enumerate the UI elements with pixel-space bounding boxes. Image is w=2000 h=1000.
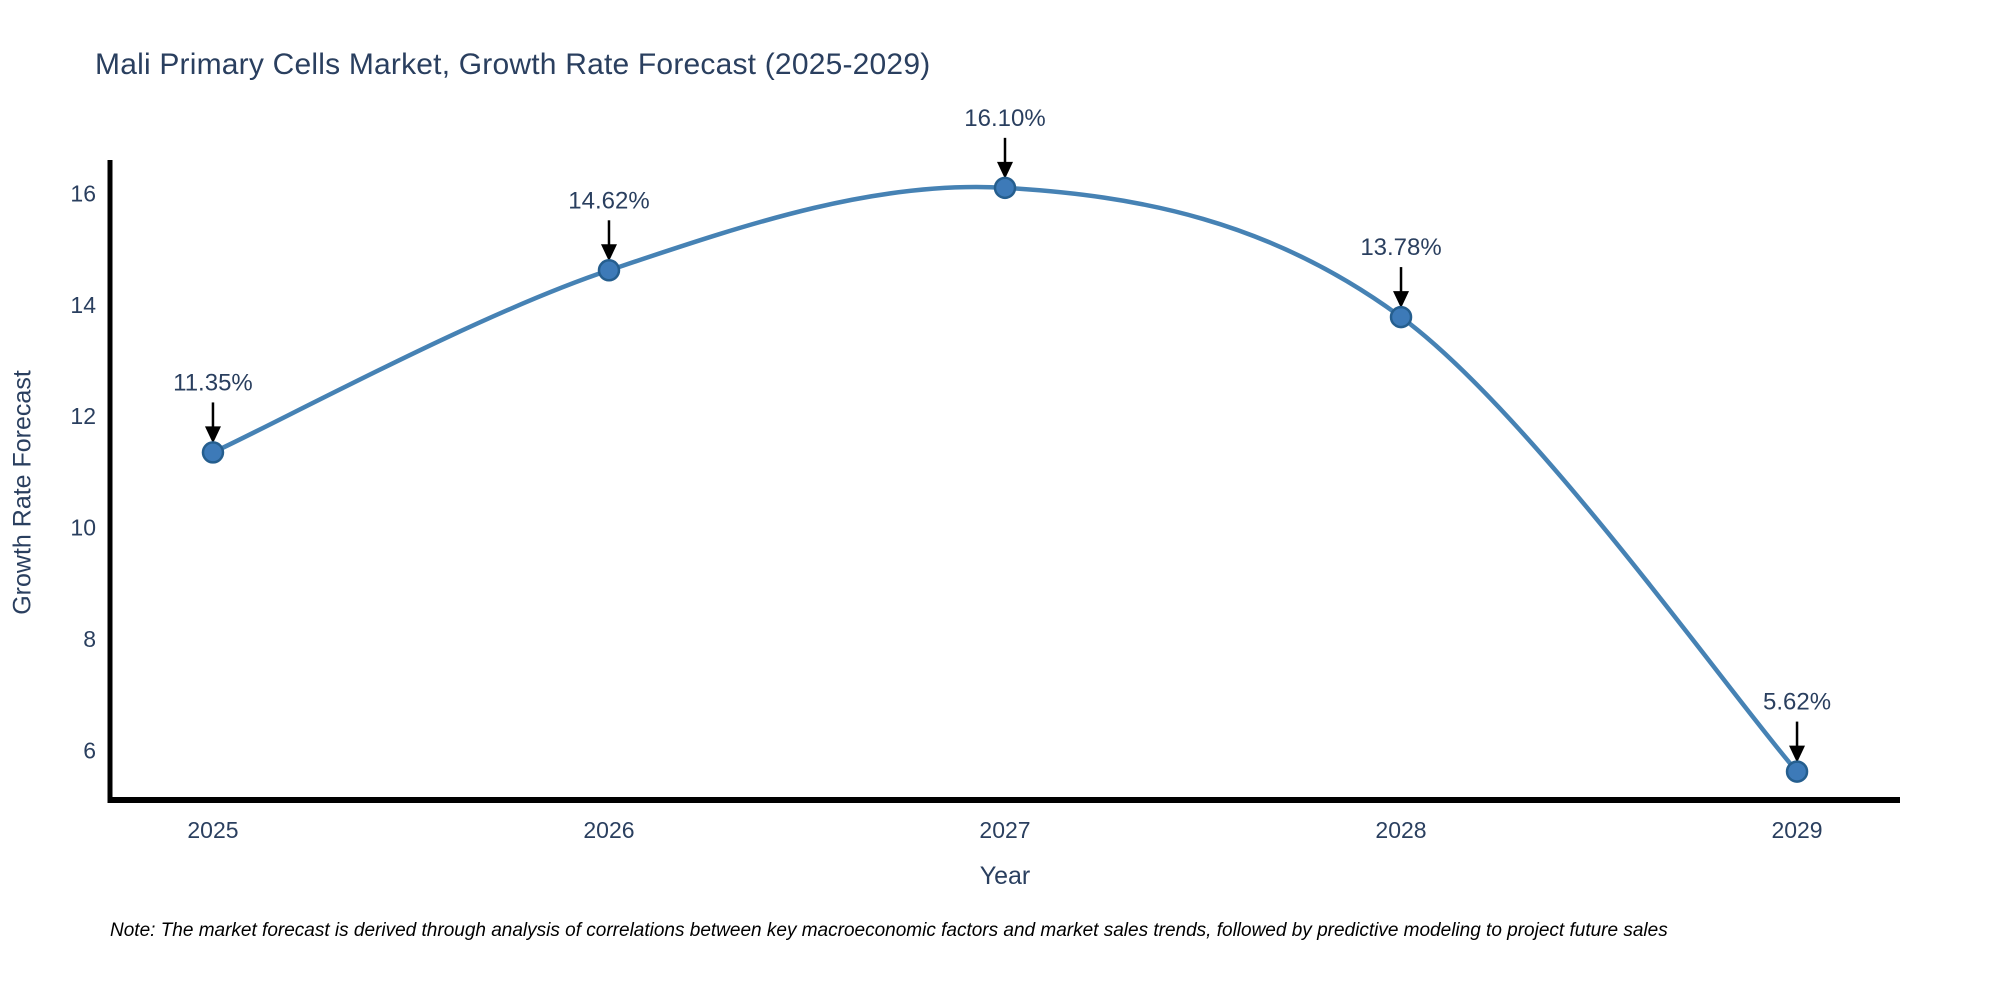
annotation-arrowhead xyxy=(204,426,221,444)
data-point[interactable] xyxy=(597,259,621,282)
data-point[interactable] xyxy=(201,441,225,464)
data-point[interactable] xyxy=(1785,760,1809,783)
chart-title: Mali Primary Cells Market, Growth Rate F… xyxy=(95,48,931,81)
data-point-label: 13.78% xyxy=(1360,234,1441,261)
x-tick-label: 2027 xyxy=(979,817,1030,843)
x-tick-label: 2028 xyxy=(1375,817,1426,843)
annotation-arrowhead xyxy=(600,244,617,262)
y-axis-title: Growth Rate Forecast xyxy=(8,370,37,615)
y-tick-label: 8 xyxy=(83,626,96,652)
footnote: Note: The market forecast is derived thr… xyxy=(110,920,1668,941)
annotation-arrowhead xyxy=(1393,291,1410,309)
data-point-label: 11.35% xyxy=(173,369,253,396)
y-tick-label: 6 xyxy=(83,737,96,763)
data-point-label: 5.62% xyxy=(1763,689,1831,716)
y-tick-label: 14 xyxy=(70,292,96,318)
y-tick-label: 16 xyxy=(70,180,96,206)
annotation-arrowhead xyxy=(1789,745,1806,763)
y-tick-label: 10 xyxy=(70,515,96,541)
data-point-label: 14.62% xyxy=(568,187,649,214)
annotation-arrowhead xyxy=(997,161,1013,179)
x-axis-title: Year xyxy=(979,862,1031,890)
x-tick-label: 2026 xyxy=(583,817,634,843)
data-point[interactable] xyxy=(1389,305,1413,329)
data-point-label: 16.10% xyxy=(964,105,1045,132)
data-point[interactable] xyxy=(993,176,1017,200)
forecast-line xyxy=(210,184,1800,774)
x-tick-label: 2029 xyxy=(1771,817,1822,843)
y-tick-label: 12 xyxy=(70,403,96,429)
x-tick-label: 2025 xyxy=(187,817,238,843)
